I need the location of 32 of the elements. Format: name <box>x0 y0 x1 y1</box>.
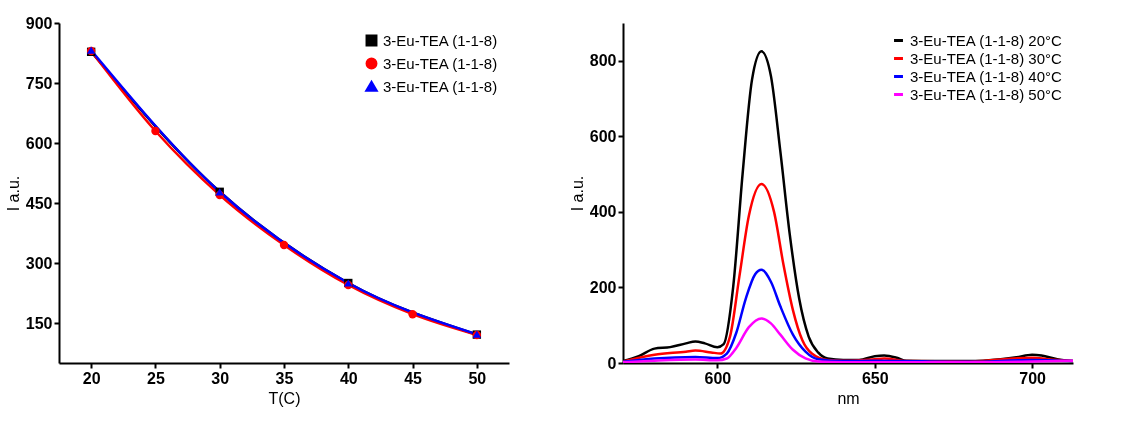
y-tick-label: 900 <box>25 14 53 32</box>
y-tick-label: 200 <box>589 278 617 296</box>
legend-label: 3-Eu-TEA (1-1-8) <box>383 77 498 95</box>
y-tick-label: 600 <box>589 127 617 145</box>
legend-label: 3-Eu-TEA (1-1-8) <box>383 31 498 49</box>
x-tick-label: 600 <box>704 369 732 387</box>
legend-label: 3-Eu-TEA (1-1-8) 20°C <box>910 31 1063 49</box>
y-tick-label: 800 <box>589 52 617 70</box>
y-tick-label: 600 <box>25 134 53 152</box>
x-tick-label: 650 <box>861 369 889 387</box>
legend-label: 3-Eu-TEA (1-1-8) 50°C <box>910 85 1063 103</box>
legend-label: 3-Eu-TEA (1-1-8) 30°C <box>910 49 1063 67</box>
x-tick-label: 45 <box>404 369 423 387</box>
x-axis-title: nm <box>837 389 860 407</box>
x-tick-label: 20 <box>82 369 101 387</box>
x-tick-label: 25 <box>147 369 165 387</box>
y-tick-label: 300 <box>25 254 53 272</box>
legend-label: 3-Eu-TEA (1-1-8) <box>383 54 498 72</box>
y-tick-label: 450 <box>25 194 53 212</box>
legend-label: 3-Eu-TEA (1-1-8) 40°C <box>910 67 1063 85</box>
x-tick-label: 40 <box>339 369 358 387</box>
x-tick-label: 30 <box>211 369 230 387</box>
y-tick-label: 400 <box>589 203 617 221</box>
x-tick-label: 35 <box>275 369 294 387</box>
x-axis-title: T(C) <box>268 389 301 407</box>
y-axis-title: I a.u. <box>4 175 22 212</box>
y-tick-label: 0 <box>607 354 617 372</box>
y-tick-label: 150 <box>25 314 53 332</box>
y-axis-title: I a.u. <box>568 175 586 212</box>
x-tick-label: 700 <box>1019 369 1047 387</box>
y-tick-label: 750 <box>25 74 53 92</box>
x-tick-label: 50 <box>468 369 487 387</box>
